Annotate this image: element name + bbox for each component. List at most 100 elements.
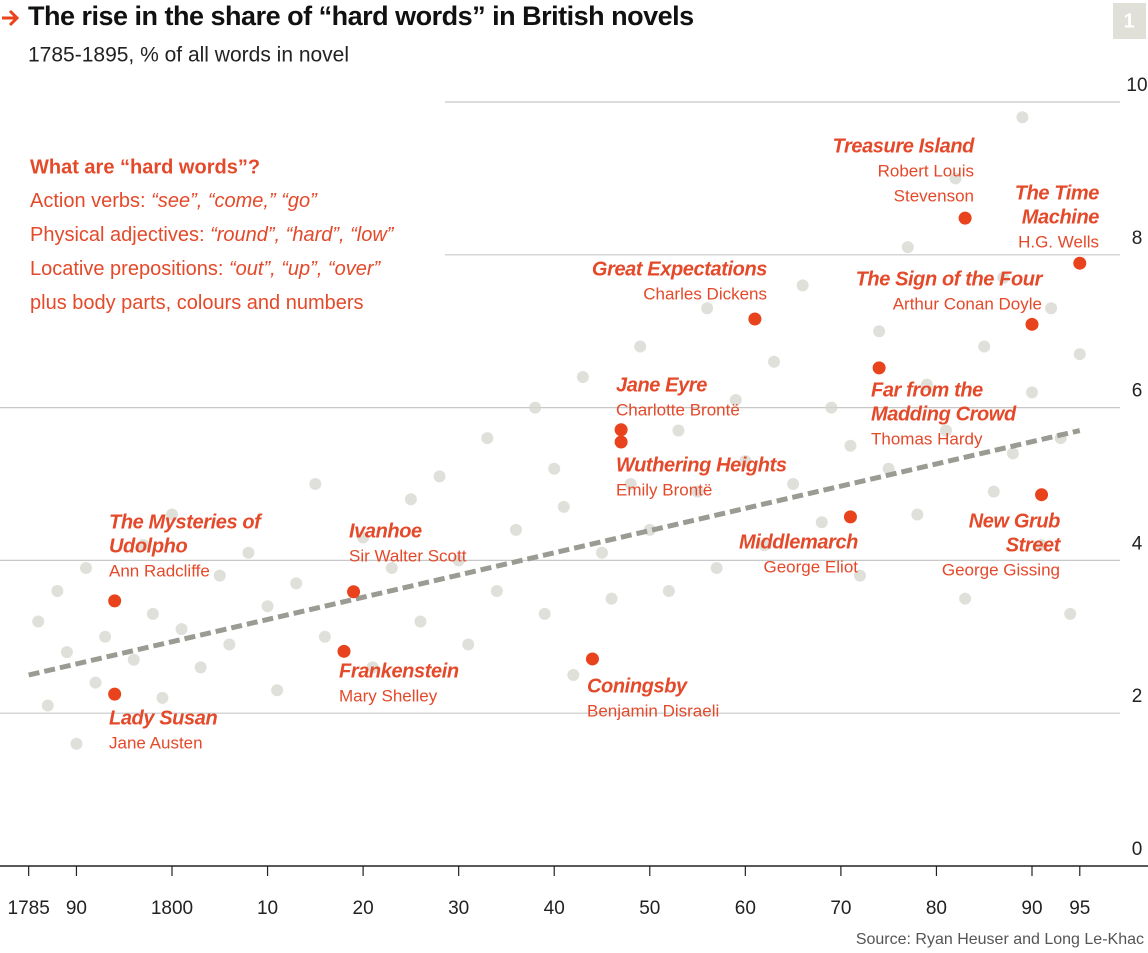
note-text: Locative prepositions:: [30, 258, 229, 280]
novel-dot: [529, 401, 542, 414]
novel-dot: [1026, 386, 1038, 399]
novel-dot: [70, 737, 83, 750]
novel-title: Frankenstein: [339, 660, 459, 682]
novel-dot: [271, 684, 284, 697]
novel-author: H.G. Wells: [1018, 232, 1099, 251]
novel-dot: [242, 546, 255, 559]
trend-line: [28, 428, 1081, 678]
novel-dot: [901, 241, 914, 254]
novel-dot: [538, 607, 551, 620]
note-text: Physical adjectives:: [30, 224, 210, 246]
novel-dot: [1006, 447, 1019, 460]
x-tick-label: 40: [544, 898, 565, 919]
novel-title: Udolpho: [109, 535, 187, 557]
novel-title: Treasure Island: [833, 135, 976, 157]
foreground: What are “hard words”? Action verbs: “see…: [28, 135, 1100, 752]
novel-dot: [739, 455, 752, 468]
novel-dot: [175, 623, 188, 636]
novel-dot: [261, 600, 274, 613]
novel-dot: [1045, 302, 1058, 315]
novel-dot: [987, 485, 1000, 498]
novel-dot: [634, 340, 647, 353]
novel-dot: [758, 539, 771, 552]
badge-box: [1113, 3, 1146, 39]
novel-title: Jane Eyre: [616, 374, 707, 396]
novel-dot: [854, 569, 866, 582]
novel-dot: [873, 325, 886, 338]
highlight-dot: [958, 211, 972, 225]
novel-author: Benjamin Disraeli: [587, 701, 719, 720]
note-line: Action verbs: “see”, “come,” “go”: [30, 190, 318, 212]
novel-dot: [796, 279, 809, 292]
novel-dot: [452, 554, 465, 567]
novel-dot: [146, 607, 159, 620]
novel-title: Wuthering Heights: [616, 454, 787, 476]
y-tick-label: 8: [1132, 228, 1143, 249]
novel-title: The Mysteries of: [109, 511, 263, 533]
novel-dot: [920, 378, 933, 391]
x-tick-label: 80: [926, 898, 947, 919]
novel-dot: [156, 691, 169, 704]
novel-dot: [815, 516, 828, 529]
novel-dot: [548, 462, 561, 475]
novel-dot: [1016, 111, 1029, 124]
novel-dot: [194, 661, 207, 674]
novel-title: Far from the: [871, 379, 983, 401]
note-example: “see”, “come,” “go”: [151, 190, 318, 212]
novel-dot: [166, 508, 178, 521]
chart-subtitle: 1785-1895, % of all words in novel: [28, 44, 349, 67]
y-tick-label: 0: [1132, 839, 1143, 860]
novel-dot: [624, 478, 637, 490]
title-arrow: [2, 9, 20, 27]
note-example: “round”, “hard”, “low”: [210, 224, 395, 246]
novel-dot: [567, 669, 580, 681]
novel-dot: [490, 584, 503, 597]
novel-dot: [787, 478, 800, 490]
novel-dot: [414, 615, 427, 628]
novel-dot: [462, 638, 475, 651]
x-tick-label: 70: [830, 898, 851, 919]
x-tick-label: 1785: [8, 898, 50, 919]
novel-author: George Eliot: [764, 557, 859, 576]
note-line: Locative prepositions: “out”, “up”, “ove…: [30, 258, 381, 280]
novel-title: Madding Crowd: [871, 403, 1017, 425]
novel-dot: [51, 584, 64, 597]
highlight-dot: [585, 652, 599, 666]
novel-title: Coningsby: [587, 675, 688, 697]
novel-dot: [596, 546, 608, 559]
novel-title: Street: [1006, 534, 1062, 556]
highlight-dot: [872, 361, 886, 375]
novel-author: George Gissing: [942, 560, 1060, 579]
novel-dot: [510, 523, 522, 536]
novel-dot: [60, 646, 73, 659]
highlight-dot: [614, 435, 628, 449]
novel-dot: [729, 393, 742, 406]
highlight-dot: [843, 510, 857, 524]
novel-title: Ivanhoe: [349, 520, 422, 542]
novel-author: Thomas Hardy: [871, 429, 983, 448]
y-tick-label: 10: [1126, 75, 1147, 96]
source: Source: Ryan Heuser and Long Le-Khac: [856, 931, 1144, 948]
novel-dot: [1064, 607, 1077, 620]
novel-title: New Grub: [969, 510, 1060, 532]
novel-dot: [701, 302, 714, 315]
novel-dot: [710, 562, 723, 575]
novel-dot: [357, 531, 370, 544]
chart-title: The rise in the share of “hard words” in…: [28, 1, 694, 31]
novel-dot: [41, 699, 54, 712]
novel-dot: [309, 478, 322, 490]
novel-dot: [223, 638, 236, 651]
novel-dot: [1035, 539, 1048, 552]
note-line: plus body parts, colours and numbers: [30, 292, 364, 314]
novel-author: Mary Shelley: [339, 686, 438, 705]
y-tick-label: 4: [1132, 533, 1143, 554]
novel-dot: [662, 584, 675, 597]
novel-author: Robert Louis: [878, 161, 974, 180]
y-tick-label: 6: [1132, 381, 1143, 402]
novel-title: Lady Susan: [109, 707, 217, 729]
novel-author: Sir Walter Scott: [349, 546, 467, 565]
highlight-dot: [1073, 256, 1087, 270]
badge: 1: [1123, 10, 1134, 32]
novel-dot: [366, 661, 379, 674]
